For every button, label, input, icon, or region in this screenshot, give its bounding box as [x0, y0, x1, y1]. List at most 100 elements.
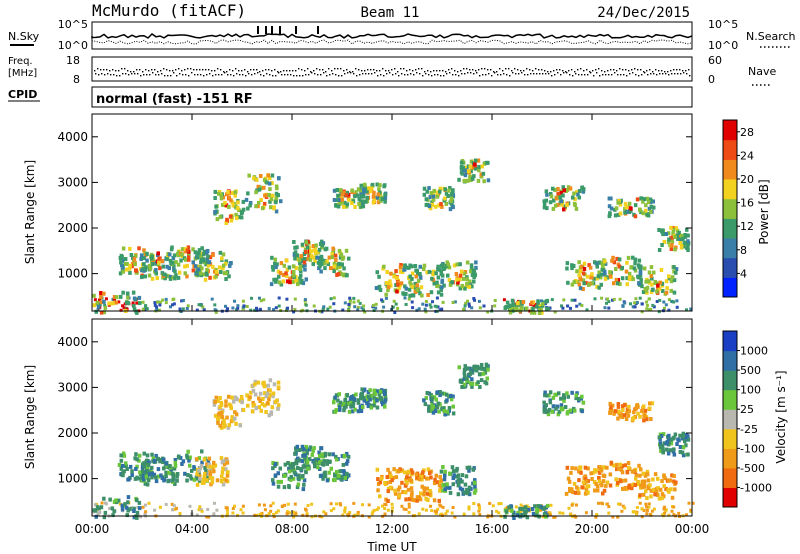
- heatmap-cell: [291, 465, 295, 470]
- heatmap-cell: [199, 463, 204, 468]
- heatmap-cell: [115, 295, 119, 300]
- heatmap-cell: [356, 187, 361, 192]
- nave-dot: [209, 73, 211, 75]
- heatmap-cell: [488, 501, 492, 505]
- heatmap-cell: [611, 515, 615, 519]
- freq-dot: [640, 69, 642, 71]
- nave-dot: [482, 74, 484, 76]
- heatmap-cell: [332, 264, 337, 269]
- heatmap-cell: [301, 474, 305, 478]
- heatmap-cell: [627, 409, 632, 414]
- heatmap-cell: [431, 197, 436, 202]
- heatmap-cell: [138, 470, 142, 475]
- heatmap-cell: [220, 470, 225, 475]
- heatmap-cell: [390, 502, 394, 506]
- heatmap-cell: [466, 169, 471, 174]
- heatmap-cell: [464, 474, 469, 479]
- heatmap-cell: [437, 203, 441, 208]
- heatmap-cell: [671, 449, 676, 454]
- heatmap-cell: [565, 203, 569, 208]
- heatmap-cell: [558, 511, 562, 515]
- heatmap-cell: [565, 261, 570, 266]
- heatmap-cell: [659, 449, 663, 453]
- heatmap-cell: [669, 288, 673, 293]
- heatmap-cell: [452, 263, 457, 268]
- heatmap-cell: [470, 377, 474, 382]
- heatmap-cell: [258, 307, 262, 311]
- heatmap-cell: [334, 266, 339, 271]
- heatmap-cell: [546, 412, 551, 417]
- heatmap-cell: [260, 402, 265, 406]
- freq-dot: [670, 70, 672, 72]
- heatmap-cell: [324, 512, 328, 516]
- heatmap-cell: [304, 277, 308, 282]
- heatmap-cell: [133, 456, 137, 461]
- heatmap-cell: [197, 248, 202, 253]
- heatmap-cell: [630, 469, 635, 474]
- nave-dot: [257, 72, 259, 74]
- heatmap-cell: [638, 501, 642, 505]
- nave-dot: [665, 73, 667, 75]
- heatmap-cell: [241, 207, 246, 212]
- heatmap-cell: [199, 260, 203, 265]
- heatmap-cell: [577, 273, 581, 278]
- heatmap-cell: [544, 403, 548, 408]
- nave-dot: [626, 75, 628, 77]
- heatmap-cell: [650, 282, 654, 287]
- beam-title: Beam 11: [360, 5, 419, 21]
- heatmap-cell: [156, 474, 161, 479]
- heatmap-cell: [424, 203, 429, 207]
- freq-dot: [616, 70, 618, 72]
- freq-dot: [235, 68, 237, 70]
- heatmap-cell: [430, 396, 434, 401]
- heatmap-cell: [397, 485, 402, 490]
- heatmap-cell: [212, 402, 217, 407]
- heatmap-cell: [383, 502, 387, 506]
- heatmap-cell: [554, 392, 558, 397]
- heatmap-cell: [197, 251, 201, 256]
- heatmap-cell: [255, 177, 259, 182]
- heatmap-cell: [302, 260, 307, 265]
- heatmap-cell: [403, 296, 407, 300]
- heatmap-cell: [638, 208, 642, 213]
- heatmap-cell: [343, 506, 347, 510]
- nave-dot: [440, 75, 442, 77]
- heatmap-cell: [458, 262, 462, 267]
- heatmap-cell: [126, 301, 131, 306]
- heatmap-cell: [225, 508, 229, 512]
- heatmap-cell: [270, 181, 274, 186]
- heatmap-cell: [407, 502, 411, 506]
- heatmap-cell: [600, 483, 604, 488]
- freq-dot: [166, 69, 168, 71]
- freq-dot: [586, 69, 588, 71]
- heatmap-cell: [342, 272, 346, 277]
- heatmap-cell: [558, 195, 563, 200]
- heatmap-cell: [422, 263, 427, 268]
- heatmap-cell: [397, 285, 401, 290]
- heatmap-cell: [121, 246, 126, 251]
- heatmap-cell: [128, 263, 132, 268]
- freq-dot: [340, 68, 342, 70]
- heatmap-cell: [270, 405, 275, 410]
- heatmap-cell: [562, 298, 566, 302]
- heatmap-cell: [472, 512, 476, 516]
- heatmap-cell: [287, 469, 292, 474]
- heatmap-cell: [121, 471, 125, 476]
- heatmap-cell: [201, 252, 206, 257]
- heatmap-cell: [378, 288, 383, 292]
- heatmap-cell: [462, 371, 467, 376]
- heatmap-cell: [294, 461, 298, 466]
- heatmap-cell: [665, 286, 669, 291]
- heatmap-cell: [266, 383, 270, 388]
- heatmap-cell: [609, 460, 614, 465]
- freq-dot: [220, 69, 222, 71]
- heatmap-cell: [396, 280, 400, 285]
- heatmap-cell: [562, 207, 566, 212]
- heatmap-cell: [608, 212, 612, 217]
- heatmap-cell: [670, 509, 674, 513]
- heatmap-cell: [305, 459, 310, 464]
- heatmap-cell: [404, 286, 408, 291]
- freq-dot: [277, 71, 279, 73]
- heatmap-cell: [573, 298, 577, 302]
- freq-dot: [667, 71, 669, 73]
